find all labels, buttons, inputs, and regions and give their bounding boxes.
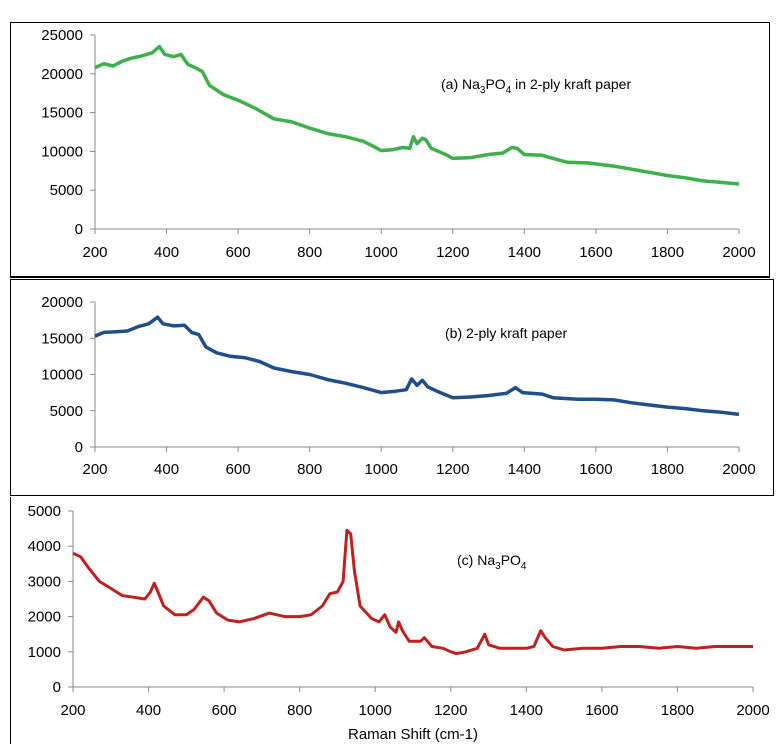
x-tick-label: 1000 <box>365 461 398 478</box>
y-tick-label: 15000 <box>41 105 83 122</box>
x-tick-label: 1200 <box>436 461 469 478</box>
y-tick-label: 2000 <box>28 609 61 626</box>
annotation-part: (c) Na <box>457 552 495 568</box>
annotation-part: PO <box>501 552 521 568</box>
y-tick-label: 25000 <box>41 27 83 44</box>
chart-c-svg: 0 1000 2000 3000 4000 5000 200 400 600 800 1000 120… <box>28 503 770 743</box>
x-tick-label: 1200 <box>434 702 467 719</box>
panel-annotation-b: (b) 2-ply kraft paper <box>445 325 567 341</box>
series-line-c <box>72 528 753 656</box>
x-tick-label: 400 <box>154 244 179 261</box>
x-tick-label: 1800 <box>651 461 684 478</box>
y-tick-label: 15000 <box>41 330 83 347</box>
annotation-part: (b) 2-ply kraft paper <box>445 325 567 341</box>
x-tick-label: 2000 <box>722 244 755 261</box>
x-tick-label: 600 <box>226 244 251 261</box>
x-axis-label: Raman Shift (cm-1) <box>348 726 478 743</box>
annotation-part: PO <box>485 76 505 92</box>
y-tick-label: 10000 <box>41 143 83 160</box>
x-tick-label: 1800 <box>651 244 684 261</box>
y-tick-label: 20000 <box>41 294 83 311</box>
x-tick-label: 200 <box>60 702 85 719</box>
x-tick-label: 800 <box>297 461 322 478</box>
y-tick-label: 0 <box>53 679 61 696</box>
series-line-a <box>94 44 740 186</box>
x-tick-label: 1000 <box>359 702 392 719</box>
x-tick-label: 400 <box>154 461 179 478</box>
chart-panel-b: 0 5000 10000 15000 20000 200 400 600 800 1000 1200… <box>10 279 774 496</box>
series-line-b <box>94 315 740 417</box>
annotation-part: (a) Na <box>441 76 480 92</box>
annotation-part: 3 <box>495 561 501 572</box>
y-tick-label: 20000 <box>41 66 83 83</box>
x-tick-label: 800 <box>287 702 312 719</box>
x-tick-label: 1800 <box>661 702 694 719</box>
x-tick-label: 200 <box>82 461 107 478</box>
annotation-part: 3 <box>480 85 486 96</box>
annotation-part: in 2-ply kraft paper <box>511 76 631 92</box>
chart-panel-c: 0 1000 2000 3000 4000 5000 200 400 600 800 1000 120… <box>10 497 776 744</box>
x-tick-label: 800 <box>297 244 322 261</box>
x-tick-label: 600 <box>212 702 237 719</box>
x-tick-label: 1000 <box>365 244 398 261</box>
panel-annotation-c: (c) Na3PO4 <box>457 552 527 572</box>
y-tick-label: 0 <box>75 439 83 456</box>
x-tick-label: 1400 <box>508 244 541 261</box>
x-tick-label: 1400 <box>510 702 543 719</box>
x-tick-label: 200 <box>82 244 107 261</box>
x-tick-label: 1400 <box>508 461 541 478</box>
x-tick-label: 1600 <box>579 244 612 261</box>
x-tick-label: 1600 <box>579 461 612 478</box>
x-tick-label: 2000 <box>736 702 769 719</box>
y-tick-label: 5000 <box>28 503 61 520</box>
x-tick-label: 400 <box>136 702 161 719</box>
y-tick-label: 0 <box>75 221 83 238</box>
y-tick-label: 4000 <box>28 538 61 555</box>
chart-a-svg: 0 5000 10000 15000 20000 25000 200 400 600 800 100… <box>41 27 755 261</box>
chart-panel-a: 0 5000 10000 15000 20000 25000 200 400 600 800 100… <box>10 22 770 278</box>
panel-annotation-a: (a) Na3PO4 in 2-ply kraft paper <box>441 76 631 96</box>
y-tick-label: 5000 <box>50 182 83 199</box>
annotation-part: 4 <box>521 561 527 572</box>
x-tick-label: 600 <box>226 461 251 478</box>
x-tick-label: 1200 <box>436 244 469 261</box>
y-tick-label: 5000 <box>50 403 83 420</box>
y-tick-label: 3000 <box>28 573 61 590</box>
x-tick-label: 2000 <box>722 461 755 478</box>
annotation-part: 4 <box>506 85 512 96</box>
y-tick-label: 1000 <box>28 644 61 661</box>
y-tick-label: 10000 <box>41 367 83 384</box>
chart-b-svg: 0 5000 10000 15000 20000 200 400 600 800 1000 1200… <box>41 294 755 478</box>
x-tick-label: 1600 <box>585 702 618 719</box>
